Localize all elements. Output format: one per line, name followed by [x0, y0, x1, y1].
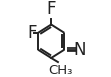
- Text: CH₃: CH₃: [49, 64, 73, 77]
- Text: N: N: [73, 41, 86, 59]
- Text: F: F: [46, 0, 56, 18]
- Text: F: F: [28, 24, 37, 42]
